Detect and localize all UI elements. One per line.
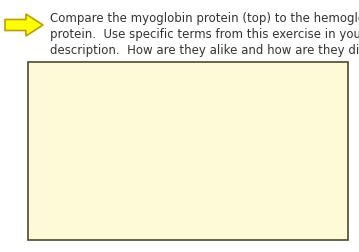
Polygon shape [5,14,43,36]
Text: protein.  Use specific terms from this exercise in your: protein. Use specific terms from this ex… [50,28,359,41]
Text: description.  How are they alike and how are they different?: description. How are they alike and how … [50,44,359,57]
Bar [28,62,348,240]
Text: Compare the myoglobin protein (top) to the hemoglobin: Compare the myoglobin protein (top) to t… [50,12,359,25]
